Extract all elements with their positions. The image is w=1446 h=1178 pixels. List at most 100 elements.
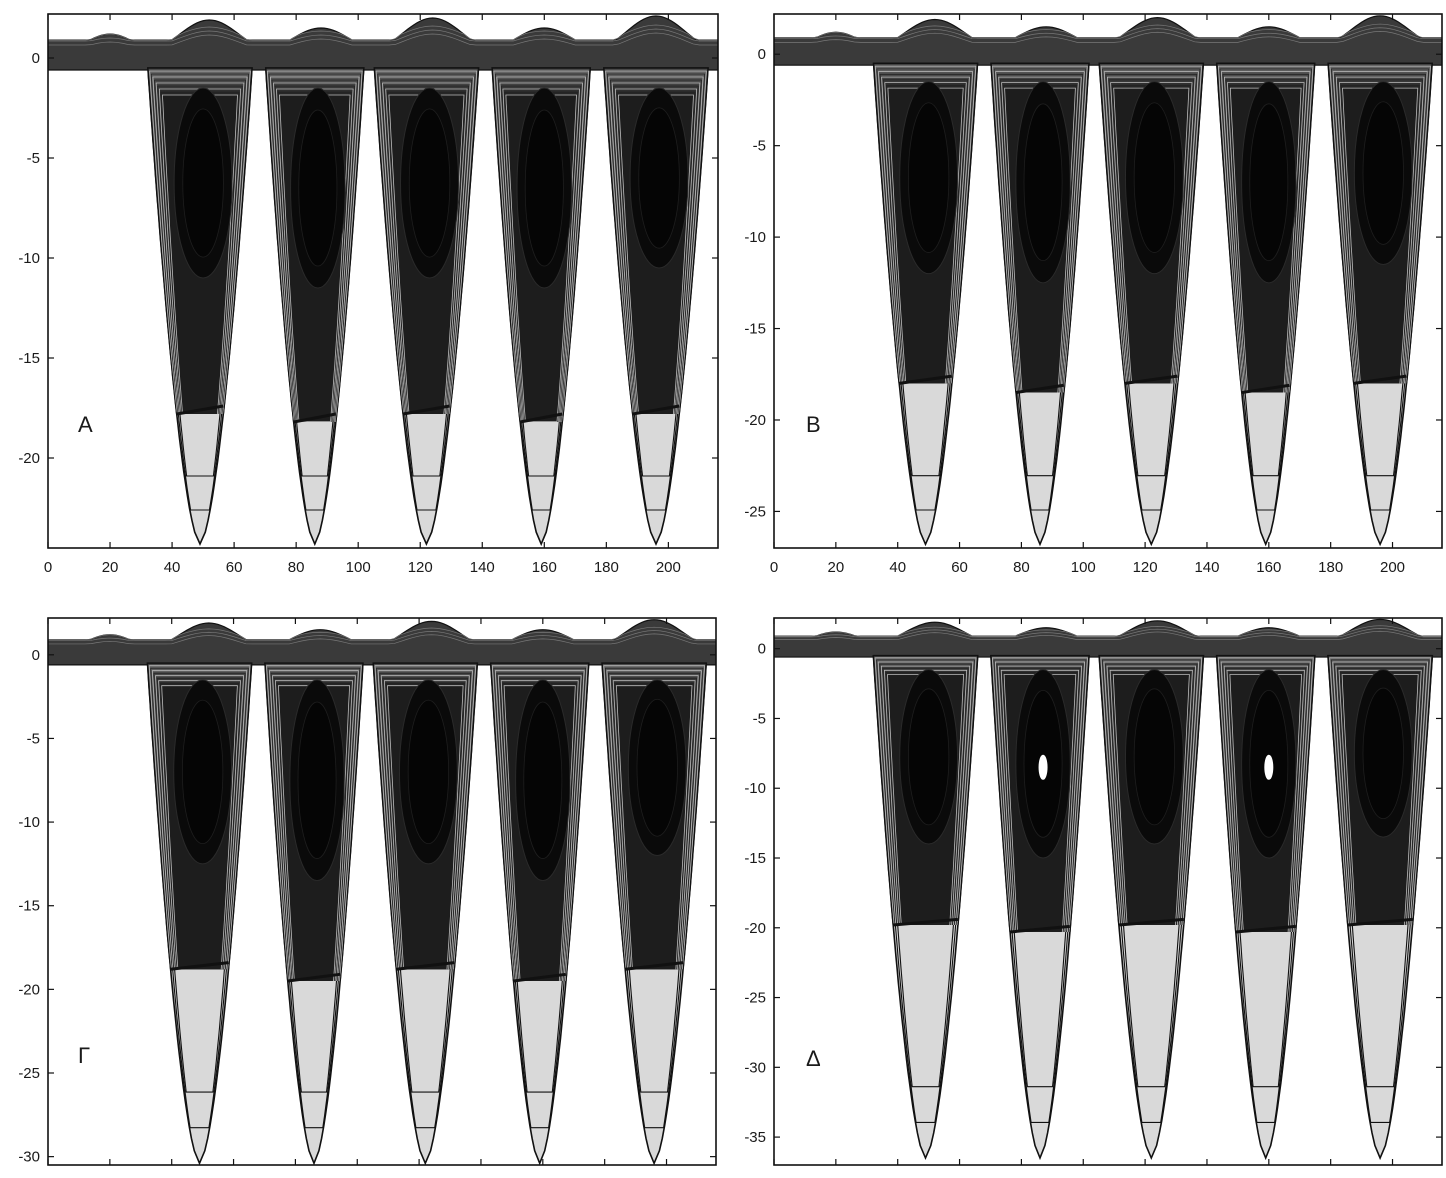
lobe-4: [1215, 62, 1316, 547]
hotspot: [1038, 754, 1048, 780]
y-tick-label: -10: [744, 229, 766, 246]
axes-frame: [773, 617, 1443, 1166]
axes-frame: [47, 13, 719, 549]
y-tick-label: -15: [18, 898, 40, 915]
y-tick-label: -20: [744, 920, 766, 937]
contour-panel-delta: 0 20 40 60 80 100 120 140 160 180 200 0 -5 -10 -15 -20 -…: [724, 600, 1446, 1178]
x-tick-label: 60: [225, 1176, 242, 1178]
band-boundary: [1353, 374, 1407, 385]
axes-frame: [47, 617, 717, 1166]
core-inner: [1133, 688, 1176, 826]
x-tick-label: 100: [346, 559, 371, 576]
core-inner: [1133, 102, 1176, 253]
x-tick-label: 80: [287, 1176, 304, 1178]
core-inner: [907, 102, 950, 253]
x-tick-label: 20: [828, 1176, 845, 1178]
lobe-5: [603, 67, 709, 546]
y-tick-label: -35: [744, 1129, 766, 1146]
y-tick-label: -5: [753, 138, 766, 155]
x-tick-label: 100: [1071, 559, 1096, 576]
band-boundary: [1015, 383, 1065, 395]
band-boundary: [625, 961, 684, 971]
chart-svg: 0 20 40 60 80 100 120 140 160 180 200 0 -5 -10 -15 -20 -…: [18, 617, 717, 1178]
x-tick-label: 200: [656, 559, 681, 576]
contour-panel-b: 0 20 40 60 80 100 120 140 160 180 200 0 -5 -10 -15 -20 -…: [724, 0, 1446, 598]
y-tick-label: -20: [18, 450, 40, 467]
core-inner: [298, 109, 338, 267]
y-tick-label: -30: [744, 1059, 766, 1076]
core-inner: [1362, 101, 1404, 245]
x-tick-label: 0: [44, 559, 52, 576]
core-inner: [408, 108, 451, 258]
x-tick-label: 120: [1133, 1176, 1158, 1178]
x-tick-label: 200: [654, 1176, 679, 1178]
x-tick-label: 80: [1013, 559, 1030, 576]
plot-area: [774, 618, 1442, 1165]
panel-letter: Δ: [806, 1046, 821, 1071]
band-boundary: [1347, 917, 1413, 927]
x-tick-label: 160: [530, 1176, 555, 1178]
x-tick-label: 20: [102, 1176, 119, 1178]
panel-letter: B: [806, 412, 821, 437]
band-boundary: [176, 404, 224, 416]
surface-contour: [48, 626, 716, 645]
surface-contour: [774, 630, 1442, 646]
core-inner: [636, 698, 678, 837]
lobe-5: [1327, 654, 1434, 1161]
x-tick-label: 60: [951, 1176, 968, 1178]
surface-contour: [48, 28, 718, 50]
x-tick-label: 200: [1380, 559, 1405, 576]
hotspot: [1264, 754, 1274, 780]
y-tick-label: -15: [744, 321, 766, 338]
chart-svg: 0 20 40 60 80 100 120 140 160 180 200 0 -5 -10 -15 -20 -…: [744, 13, 1443, 576]
core-inner: [523, 701, 563, 859]
y-tick-label: -5: [753, 710, 766, 727]
band-boundary: [519, 412, 563, 424]
x-tick-label: 100: [1071, 1176, 1096, 1178]
band-boundary: [513, 972, 567, 983]
band-boundary: [293, 412, 337, 424]
surface-contour: [48, 630, 716, 649]
band-boundary: [396, 961, 455, 971]
band-boundary: [1118, 917, 1184, 927]
lobe-3: [373, 67, 480, 546]
x-tick-label: 200: [1380, 1176, 1405, 1178]
x-tick-label: 140: [470, 559, 495, 576]
x-tick-label: 180: [594, 559, 619, 576]
band-boundary: [402, 404, 450, 416]
y-tick-label: 0: [758, 641, 766, 658]
y-tick-label: 0: [758, 46, 766, 63]
x-tick-label: 140: [1194, 559, 1219, 576]
band-boundary: [1124, 374, 1178, 385]
y-tick-label: -10: [18, 250, 40, 267]
band-boundary: [1235, 924, 1296, 934]
surface-contour: [48, 24, 718, 46]
x-tick-label: 80: [288, 559, 305, 576]
lobe-4: [1215, 654, 1316, 1161]
x-tick-label: 160: [1256, 559, 1281, 576]
x-tick-label: 140: [1194, 1176, 1219, 1178]
y-tick-label: 0: [32, 647, 40, 664]
y-tick-label: -15: [18, 350, 40, 367]
surface-contour: [774, 628, 1442, 644]
plot-area: [48, 14, 718, 548]
lobe-3: [1098, 654, 1205, 1161]
x-tick-label: 160: [532, 559, 557, 576]
surface-contour: [774, 27, 1442, 47]
x-tick-label: 180: [592, 1176, 617, 1178]
surface-contour: [774, 23, 1442, 44]
x-tick-label: 40: [889, 1176, 906, 1178]
y-tick-label: -10: [744, 780, 766, 797]
y-tick-label: -15: [744, 850, 766, 867]
lobe-1: [872, 62, 979, 547]
x-tick-label: 120: [407, 1176, 432, 1178]
y-tick-label: -10: [18, 814, 40, 831]
lobe-1: [147, 67, 253, 546]
plot-area: [48, 618, 716, 1165]
y-tick-label: -30: [18, 1149, 40, 1166]
surface-contour: [774, 625, 1442, 641]
x-tick-label: 180: [1318, 1176, 1343, 1178]
x-tick-label: 60: [226, 559, 243, 576]
x-tick-label: 140: [468, 1176, 493, 1178]
x-tick-label: 20: [828, 559, 845, 576]
